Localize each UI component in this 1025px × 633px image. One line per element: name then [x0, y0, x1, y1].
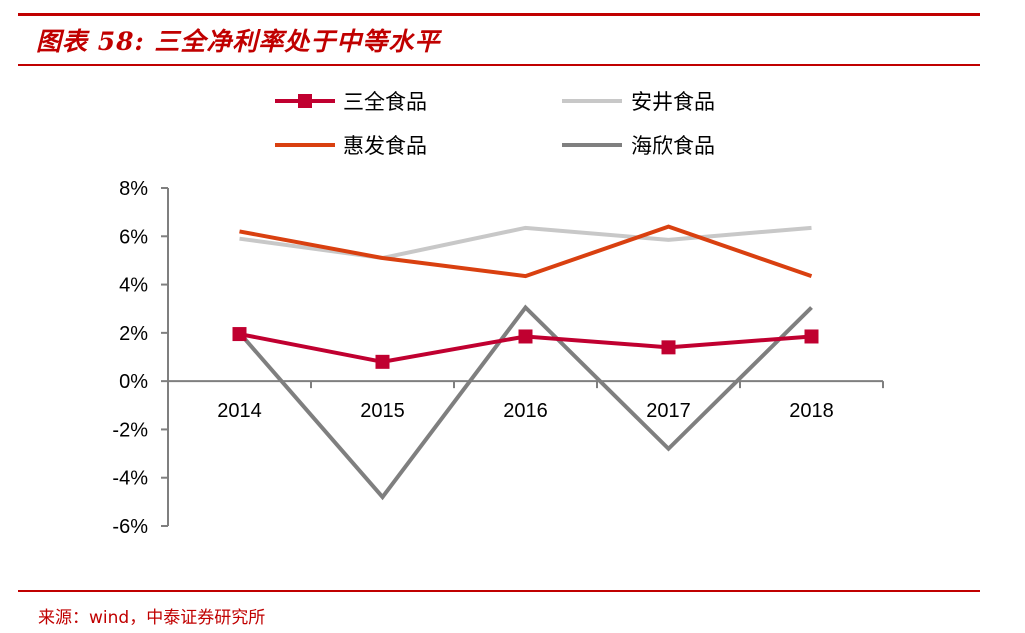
- x-tick-label: 2016: [503, 400, 548, 422]
- legend-label: 海欣食品: [631, 134, 715, 158]
- y-tick-label: -6%: [112, 516, 148, 538]
- footer-rule: [18, 590, 980, 592]
- y-tick-label: -2%: [112, 419, 148, 441]
- data-point-marker: [804, 329, 819, 344]
- line-chart: 8% 6% 4% 2% 0% -2% -4% -6% 2014 2015 2016 2017 2018 三…: [112, 90, 884, 538]
- legend-marker: [298, 94, 312, 108]
- data-point-marker: [375, 354, 390, 369]
- y-tick-label: 4%: [119, 275, 148, 297]
- y-tick-label: 8%: [119, 178, 148, 200]
- title-rule: [18, 64, 980, 66]
- y-tick-label: -4%: [112, 468, 148, 490]
- source-note: 来源：wind，中泰证券研究所: [38, 608, 266, 628]
- y-tick-label: 0%: [119, 371, 148, 393]
- top-rule: [18, 13, 980, 16]
- data-point-marker: [518, 329, 533, 344]
- y-tick-label: 2%: [119, 323, 148, 345]
- y-tick-label: 6%: [119, 226, 148, 248]
- x-tick-label: 2014: [217, 400, 262, 422]
- legend-label: 惠发食品: [343, 134, 427, 158]
- legend-label: 安井食品: [631, 90, 715, 114]
- legend-label: 三全食品: [343, 90, 427, 114]
- data-point-marker: [661, 340, 676, 355]
- chart-title: 图表 58: 三全净利率处于中等水平: [36, 27, 441, 56]
- series-line: [239, 225, 812, 261]
- data-point-marker: [232, 327, 247, 342]
- x-tick-label: 2018: [789, 400, 834, 422]
- x-tick-label: 2017: [646, 400, 691, 422]
- x-tick-label: 2015: [360, 400, 405, 422]
- series-line: [239, 224, 813, 279]
- series-line: [237, 304, 813, 501]
